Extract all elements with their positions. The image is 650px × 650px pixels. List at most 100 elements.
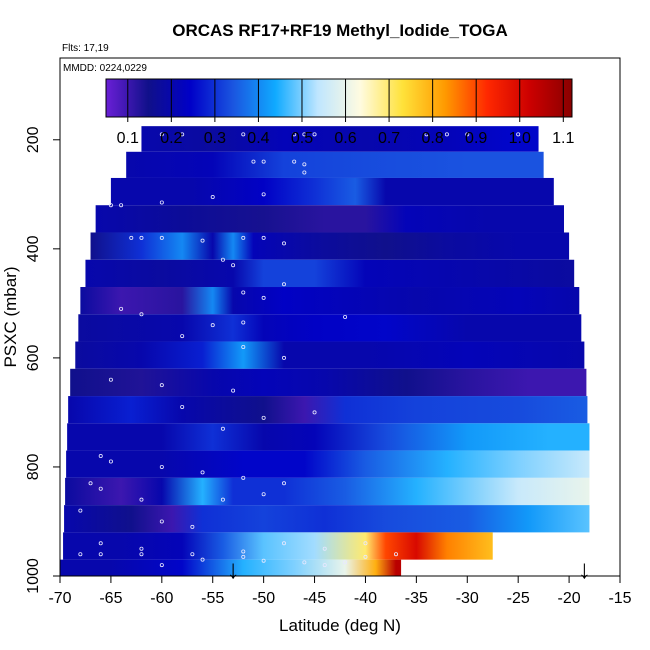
y-axis-label: PSXC (mbar) [1, 266, 20, 367]
x-tick-label: -25 [507, 590, 530, 607]
sample-point [241, 235, 246, 240]
sample-point [241, 344, 246, 349]
sample-point [139, 552, 144, 557]
x-tick-label: -65 [99, 590, 122, 607]
sample-point [159, 235, 164, 240]
sample-point [302, 560, 307, 565]
heatmap-band [78, 314, 582, 342]
sample-point [139, 497, 144, 502]
sample-point [108, 459, 113, 464]
sample-point [220, 497, 225, 502]
sample-point [516, 132, 521, 137]
sample-point [98, 454, 103, 459]
x-tick-label: -30 [456, 590, 479, 607]
sample-point [343, 560, 348, 565]
y-tick-label: 600 [25, 344, 42, 371]
sample-point [159, 132, 164, 137]
sample-point [119, 203, 124, 208]
heatmap-band [141, 126, 539, 152]
sample-point [261, 415, 266, 420]
sample-point [159, 383, 164, 388]
heatmap-band [90, 232, 570, 260]
sample-point [180, 404, 185, 409]
heatmap-band [64, 505, 590, 533]
sample-point [343, 314, 348, 319]
date-annotation: MMDD: 0224,0229 [63, 63, 147, 74]
heatmap-band [60, 559, 402, 576]
sample-point [139, 312, 144, 317]
colorbar-ticks: 0.1 0.2 0.3 0.4 0.5 0.6 0.7 0.8 0.9 1.0 1.1 [117, 79, 575, 147]
sample-point [220, 426, 225, 431]
heatmap-band [75, 341, 585, 369]
sample-point [312, 410, 317, 415]
heatmap-band [110, 177, 554, 206]
sample-point [231, 263, 236, 268]
sample-point [302, 162, 307, 167]
colorbar-tick-label: 0.6 [334, 130, 356, 147]
x-axis-label: Latitude (deg N) [279, 616, 401, 635]
sample-point [78, 552, 83, 557]
sample-point [261, 492, 266, 497]
sample-point [98, 552, 103, 557]
sample-point [261, 159, 266, 164]
sample-point [98, 541, 103, 546]
x-tick-label: -40 [354, 590, 377, 607]
sample-point [281, 282, 286, 287]
sample-point [78, 508, 83, 513]
heatmap-band [70, 368, 587, 397]
sample-point [108, 203, 113, 208]
colorbar-gradient [105, 78, 573, 118]
sample-point [241, 320, 246, 325]
x-tick-label: -45 [303, 590, 326, 607]
sample-point [241, 554, 246, 559]
heatmap-band [67, 423, 590, 451]
sample-point [241, 290, 246, 295]
sample-point [292, 159, 297, 164]
sample-point [302, 170, 307, 175]
sample-point [241, 549, 246, 554]
x-tick-label: -70 [48, 590, 71, 607]
heatmap-band [80, 287, 580, 315]
sample-point [220, 257, 225, 262]
sample-point [281, 241, 286, 246]
x-axis: -70 -65 -60 -55 -50 -45 -40 -35 -30 -25 -20 -15 [48, 575, 632, 607]
colorbar-tick-label: 0.7 [378, 130, 400, 147]
sample-point [159, 519, 164, 524]
sample-point [88, 481, 93, 486]
sample-point [139, 546, 144, 551]
sample-point [251, 159, 256, 164]
colorbar-tick-label: 0.4 [247, 130, 269, 147]
x-tick-label: -50 [252, 590, 275, 607]
colorbar-tick-label: 1.0 [509, 130, 531, 147]
sample-point [98, 486, 103, 491]
heatmap-band [126, 151, 544, 178]
colorbar-tick-label: 0.3 [204, 130, 226, 147]
sample-point [322, 563, 327, 568]
sample-point [210, 323, 215, 328]
heatmap-band [95, 205, 565, 233]
sample-point [200, 557, 205, 562]
sample-point [200, 238, 205, 243]
sample-point [139, 235, 144, 240]
sample-points [78, 132, 521, 568]
sample-point [302, 132, 307, 137]
sample-point [261, 235, 266, 240]
heatmap-bands [60, 126, 590, 576]
sample-point [261, 295, 266, 300]
sample-point [363, 554, 368, 559]
colorbar-tick-label: 0.9 [465, 130, 487, 147]
sample-point [210, 195, 215, 200]
y-tick-label: 1000 [25, 558, 42, 594]
x-tick-label: -15 [608, 590, 631, 607]
heatmap-band [63, 532, 493, 560]
sample-point [292, 132, 297, 137]
x-tick-label: -35 [405, 590, 428, 607]
sample-point [180, 334, 185, 339]
sample-point [129, 235, 134, 240]
colorbar-tick-label: 0.5 [291, 130, 313, 147]
heatmap-band [85, 259, 575, 288]
sample-point [241, 132, 246, 137]
heatmap-band [68, 396, 588, 424]
flights-label: Flts: 17,19 [62, 43, 109, 54]
